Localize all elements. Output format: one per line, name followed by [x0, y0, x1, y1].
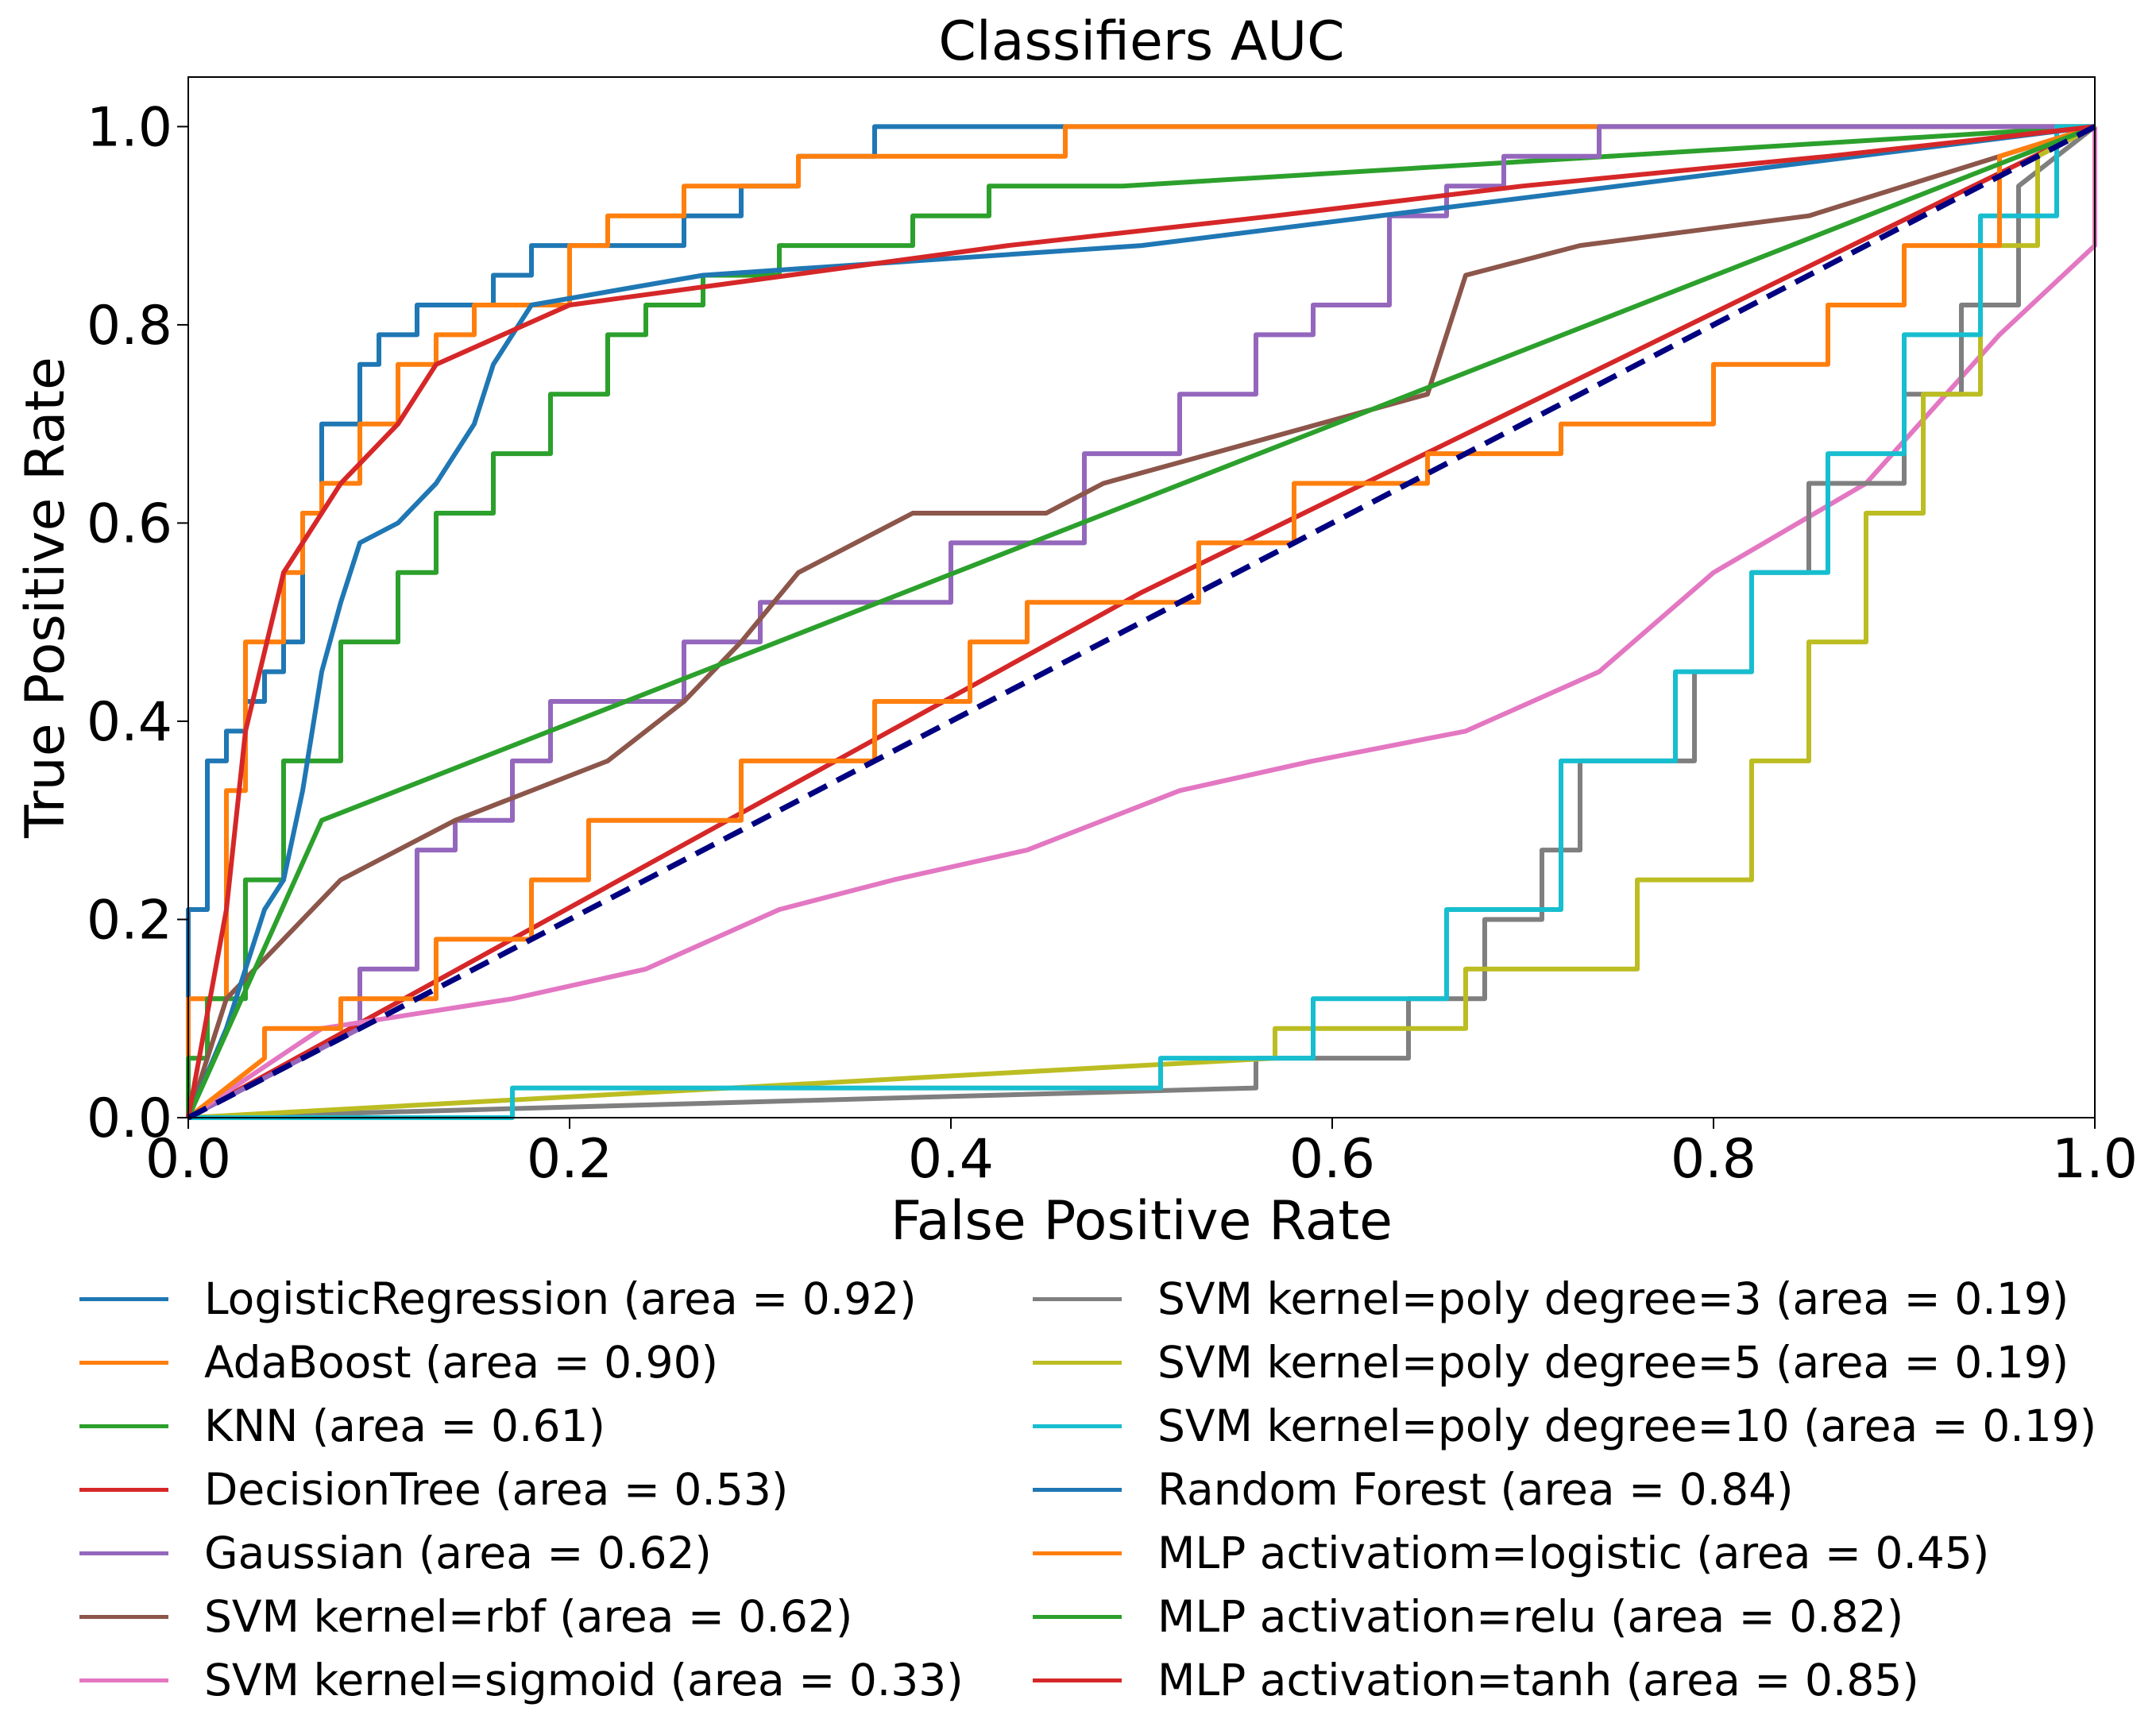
legend-swatch	[79, 1423, 168, 1428]
legend-item: LogisticRegression (area = 0.92)	[79, 1267, 964, 1331]
legend-swatch	[1033, 1487, 1122, 1492]
x-tick-label: 0.4	[908, 1128, 994, 1191]
legend-label: SVM kernel=poly degree=10 (area = 0.19)	[1157, 1400, 2097, 1451]
legend-swatch	[1033, 1423, 1122, 1428]
series-line-6	[187, 126, 2097, 1120]
series-line-12	[186, 124, 2096, 1119]
reference-diagonal-line	[187, 124, 2096, 1121]
legend-swatch	[1033, 1296, 1122, 1301]
legend-swatch	[1033, 1678, 1122, 1682]
x-axis-ticks: 0.0 0.2 0.4 0.6 0.8 1.0	[145, 1118, 2138, 1191]
y-axis-ticks: 0.0 0.2 0.4 0.6 0.8 1.0	[87, 96, 188, 1150]
legend-label: SVM kernel=poly degree=5 (area = 0.19)	[1157, 1337, 2069, 1388]
legend-label: AdaBoost (area = 0.90)	[204, 1337, 719, 1388]
legend-item: SVM kernel=poly degree=5 (area = 0.19)	[1033, 1331, 2096, 1394]
legend-label: LogisticRegression (area = 0.92)	[204, 1273, 917, 1324]
legend-item: SVM kernel=poly degree=10 (area = 0.19)	[1033, 1394, 2096, 1458]
y-tick-label: 0.4	[87, 691, 172, 754]
series-line-13	[186, 124, 2096, 1118]
y-tick-label: 0.8	[87, 295, 172, 357]
legend-label: DecisionTree (area = 0.53)	[204, 1464, 789, 1515]
series-line-7	[187, 125, 2096, 1120]
legend-label: Gaussian (area = 0.62)	[204, 1528, 712, 1578]
legend-item: MLP activation=tanh (area = 0.85)	[1033, 1648, 2096, 1712]
plot-lines	[186, 124, 2097, 1121]
legend-item: SVM kernel=poly degree=3 (area = 0.19)	[1033, 1267, 2096, 1331]
legend-item: MLP activation=relu (area = 0.82)	[1033, 1585, 2096, 1648]
x-tick-label: 0.8	[1671, 1128, 1756, 1191]
legend-label: SVM kernel=rbf (area = 0.62)	[204, 1591, 853, 1642]
legend-item: Gaussian (area = 0.62)	[79, 1521, 964, 1585]
series-line-3	[187, 124, 2096, 1120]
legend-swatch	[1033, 1614, 1122, 1619]
legend-item: AdaBoost (area = 0.90)	[79, 1331, 964, 1394]
legend-swatch	[79, 1614, 168, 1619]
legend-right-column: SVM kernel=poly degree=3 (area = 0.19) SV…	[1033, 1267, 2096, 1712]
plot-frame	[187, 76, 2096, 1118]
legend-label: MLP activation=relu (area = 0.82)	[1157, 1591, 1904, 1642]
x-tick-label: 1.0	[2052, 1128, 2138, 1191]
series-line-9	[188, 124, 2095, 1120]
x-tick-label: 0.6	[1289, 1128, 1375, 1191]
legend-item: DecisionTree (area = 0.53)	[79, 1458, 964, 1521]
legend-item: KNN (area = 0.61)	[79, 1394, 964, 1458]
series-line-5	[186, 124, 2096, 1118]
legend-swatch	[79, 1551, 168, 1555]
x-tick-label: 0.0	[145, 1128, 231, 1191]
y-tick-label: 0.0	[87, 1087, 172, 1150]
legend-swatch	[79, 1360, 168, 1365]
legend-label: MLP activation=tanh (area = 0.85)	[1157, 1655, 1919, 1705]
legend-swatch	[79, 1487, 168, 1492]
legend-item: SVM kernel=rbf (area = 0.62)	[79, 1585, 964, 1648]
chart-title: Classifiers AUC	[938, 10, 1344, 73]
series-line-10	[186, 124, 2096, 1119]
legend-label: MLP activatiom=logistic (area = 0.45)	[1157, 1528, 1990, 1578]
y-tick-label: 1.0	[87, 96, 172, 159]
legend-swatch	[1033, 1551, 1122, 1555]
legend-label: SVM kernel=sigmoid (area = 0.33)	[204, 1655, 964, 1705]
legend-item: Random Forest (area = 0.84)	[1033, 1458, 2096, 1521]
y-tick-label: 0.6	[87, 493, 172, 555]
legend-item: SVM kernel=sigmoid (area = 0.33)	[79, 1648, 964, 1712]
legend-label: Random Forest (area = 0.84)	[1157, 1464, 1794, 1515]
y-axis-label: True Positive Rate	[14, 357, 77, 839]
y-tick-label: 0.2	[87, 889, 172, 952]
legend-label: SVM kernel=poly degree=3 (area = 0.19)	[1157, 1273, 2069, 1324]
legend-left-column: LogisticRegression (area = 0.92) AdaBoost…	[79, 1267, 964, 1712]
legend-label: KNN (area = 0.61)	[204, 1400, 605, 1451]
x-axis-label: False Positive Rate	[891, 1190, 1393, 1253]
legend-swatch	[79, 1678, 168, 1682]
legend-swatch	[79, 1296, 168, 1301]
series-line-2	[186, 124, 2096, 1118]
legend-swatch	[1033, 1360, 1122, 1365]
series-line-11	[187, 124, 2096, 1120]
x-tick-label: 0.2	[527, 1128, 612, 1191]
legend-item: MLP activatiom=logistic (area = 0.45)	[1033, 1521, 2096, 1585]
